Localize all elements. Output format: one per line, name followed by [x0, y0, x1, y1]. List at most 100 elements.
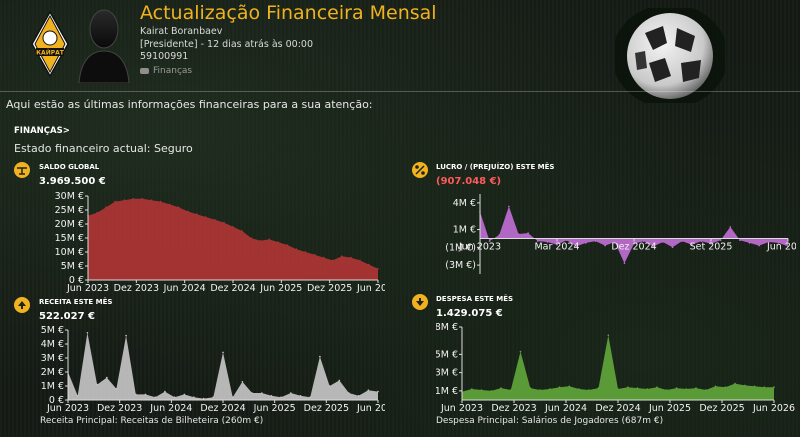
expense-y-tick-label: 3M €	[436, 368, 458, 379]
balance-data-point	[186, 210, 189, 213]
profit-data-point	[710, 243, 712, 245]
expense-data-point	[646, 388, 649, 390]
expense-data-point	[597, 387, 600, 389]
sender-avatar[interactable]	[75, 3, 133, 83]
income-data-point	[319, 355, 321, 358]
profit-data-point	[642, 240, 645, 242]
expense-data-point	[558, 386, 561, 388]
balance-data-point	[105, 206, 107, 208]
balance-data-point	[196, 213, 198, 215]
income-data-point	[357, 395, 360, 397]
income-footer: Receita Principal: Receitas de Bilheteir…	[40, 416, 264, 426]
expense-x-tick-label: Jun 2025	[648, 403, 691, 414]
expense-series-area[interactable]	[462, 335, 774, 400]
expense-data-point	[588, 389, 590, 391]
expense-data-point	[549, 388, 551, 390]
balance-data-point	[359, 259, 361, 262]
expense-data-point	[744, 384, 746, 387]
income-data-point	[144, 393, 147, 396]
expense-x-tick-label: Jun 2024	[544, 403, 587, 414]
profit-data-point	[517, 233, 520, 235]
expense-data-point	[607, 334, 610, 336]
income-data-point	[106, 376, 108, 379]
header-divider	[0, 91, 800, 92]
profit-x-tick-label: Set 2025	[690, 241, 733, 252]
income-data-point	[183, 393, 186, 396]
balance-x-tick-label: Dez 2025	[307, 283, 352, 294]
expense-label: DESPESA ESTE MÊS	[436, 295, 514, 303]
balance-data-point	[177, 206, 180, 208]
income-data-point	[367, 389, 370, 391]
profit-data-point	[671, 246, 674, 249]
balance-data-point	[277, 241, 280, 243]
club-crest-logo[interactable]: КАЙРАТ	[30, 10, 70, 78]
balance-data-point	[331, 259, 334, 262]
arrow-up-icon	[14, 297, 30, 313]
balance-data-point	[150, 199, 153, 201]
balance-data-point	[322, 256, 325, 259]
income-data-point	[241, 381, 244, 383]
profit-y-tick-label: (1M €)	[445, 242, 476, 253]
income-chart[interactable]: 0 € 1M € 2M € 3M € 4M € 5M € Jun 2023 Dez 2023 J…	[40, 325, 385, 415]
income-y-tick-label: 0 €	[49, 395, 64, 406]
income-y-tick-label: 5M €	[41, 325, 64, 336]
page-title: Actualização Financeira Mensal	[140, 2, 437, 24]
balance-data-point	[205, 216, 207, 218]
balance-y-tick-label: 30M €	[55, 191, 84, 202]
income-x-tick-label: Dez 2023	[97, 403, 142, 414]
balance-data-point	[295, 248, 298, 250]
finances-link-label: FINANÇAS	[14, 126, 63, 136]
balance-y-tick-label: 0 €	[69, 275, 84, 286]
balance-series-area[interactable]	[88, 198, 378, 280]
profit-data-point	[575, 245, 578, 248]
profit-data-point	[537, 240, 539, 242]
income-series-area[interactable]	[68, 332, 378, 400]
income-data-point	[290, 392, 292, 394]
income-y-tick-label: 3M €	[41, 353, 64, 364]
balance-data-point	[159, 200, 162, 203]
balance-x-tick-label: Jun 2025	[259, 283, 302, 294]
profit-data-point	[585, 242, 587, 244]
profit-chart[interactable]: 4M € 1M € (1M €) (3M €) Jun 2023 Mar 2024 Dez …	[436, 188, 796, 288]
expense-data-point	[519, 350, 522, 353]
expense-data-point	[734, 382, 736, 385]
income-data-point	[270, 395, 273, 397]
balance-data-point	[313, 254, 316, 256]
category-tag[interactable]: Finanças	[140, 66, 192, 76]
expense-x-tick-label: Dez 2023	[491, 403, 536, 414]
balance-data-point	[259, 240, 261, 242]
balance-y-tick-label: 20M €	[55, 219, 84, 230]
balance-label: SALDO GLOBAL	[39, 163, 100, 171]
balance-chart[interactable]: 0 € 5M € 10M € 15M € 20M € 25M € 30M € Jun 2023…	[40, 190, 385, 295]
profit-x-tick-label: Dez 2024	[611, 241, 656, 252]
expense-y-tick-label: 1M €	[436, 386, 458, 397]
income-data-point	[328, 385, 331, 387]
income-data-point	[231, 396, 234, 398]
sender-name[interactable]: Kairat Boranbaev	[140, 26, 223, 37]
expense-y-tick-label: 5M €	[436, 349, 458, 360]
profit-data-point	[739, 239, 741, 241]
profit-data-point	[758, 244, 760, 247]
expense-data-point	[617, 388, 619, 390]
profit-data-point	[488, 240, 491, 242]
category-tag-label: Finanças	[153, 66, 193, 76]
balance-data-point	[250, 237, 252, 239]
expense-data-point	[500, 387, 502, 389]
profit-data-point	[614, 241, 616, 243]
profit-data-point	[777, 242, 780, 244]
balance-data-point	[304, 251, 307, 253]
balance-data-point	[368, 263, 370, 266]
expense-chart[interactable]: 1M € 3M € 5M € 8M € Jun 2023 Dez 2023 Jun 2024…	[436, 322, 796, 415]
income-data-point	[135, 393, 137, 396]
profit-series-area[interactable]	[480, 206, 788, 264]
profit-data-point	[748, 242, 751, 244]
expense-x-tick-label: Dez 2025	[699, 403, 744, 414]
profit-y-tick-label: 1M €	[453, 225, 476, 236]
balance-x-tick-label: Jun 2023	[66, 283, 109, 294]
profit-data-point	[662, 241, 664, 243]
expense-data-point	[656, 386, 658, 388]
income-x-tick-label: Jun 2024	[149, 403, 192, 414]
balance-y-tick-label: 5M €	[61, 261, 84, 272]
finances-link[interactable]: FINANÇAS>	[14, 126, 70, 136]
percent-icon	[412, 162, 428, 178]
